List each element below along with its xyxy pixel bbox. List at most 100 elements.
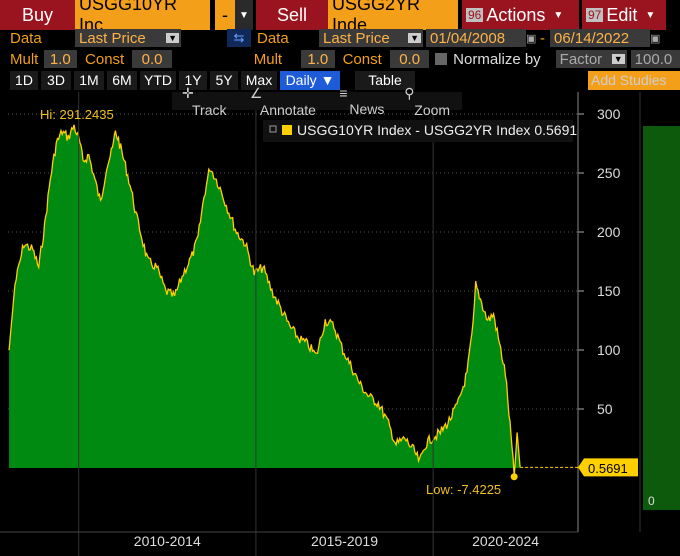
legend-collapse-icon[interactable]	[269, 125, 277, 133]
data1-select[interactable]: Last Price ▼	[75, 29, 181, 47]
hi-annotation: Hi: 291.2435	[40, 107, 114, 122]
series-area	[9, 124, 521, 477]
chart-area[interactable]: 300 250 200 150 100 50 2010-2014 2015-2019 2020…	[0, 92, 680, 556]
factor-num: 100.0	[634, 50, 673, 68]
edit-label: Edit	[606, 4, 638, 25]
tab-3d[interactable]: 3D	[41, 70, 71, 90]
end-date-input[interactable]: 06/14/2022	[550, 29, 650, 47]
tab-5y-label: 5Y	[215, 72, 233, 88]
mult2-input[interactable]: 1.0	[301, 50, 335, 68]
tab-max[interactable]: Max	[241, 70, 277, 90]
tab-ytd[interactable]: YTD	[140, 70, 176, 90]
start-date: 01/04/2008	[430, 29, 506, 47]
y-axis: 300 250 200 150 100 50	[577, 92, 621, 532]
zoom-tool[interactable]: ⚲ Zoom	[404, 84, 451, 118]
mult1-value: 1.0	[49, 50, 71, 68]
daily-dropdown[interactable]: Daily ▼	[280, 70, 340, 90]
data2-select[interactable]: Last Price ▼	[319, 29, 423, 47]
add-studies-button[interactable]: Add Studies	[588, 70, 680, 90]
annotate-label: Annotate	[259, 101, 316, 118]
y-tick-label: 150	[597, 283, 621, 299]
minus-operator[interactable]: -	[215, 0, 235, 30]
actions-num: 96	[466, 8, 484, 22]
sell-label: Sell	[276, 4, 307, 25]
start-date-input[interactable]: 01/04/2008	[426, 29, 526, 47]
mult1-label: Mult	[10, 50, 39, 68]
last-price-badge	[578, 458, 638, 477]
legend-label: USGG10YR Index - USGG2YR Index 0.5691	[297, 122, 577, 138]
buy-label: Buy	[21, 4, 54, 25]
data-row: Data Last Price ▼ ⇆ Data Last Price ▼ 01…	[0, 28, 680, 48]
const1-value: 0.0	[141, 50, 163, 68]
chevron-down-icon: ▼	[166, 33, 179, 43]
ticker1-input[interactable]: USGG10YR Inc	[75, 0, 210, 35]
x-tick-label: 2020-2024	[472, 533, 539, 549]
low-marker	[510, 473, 518, 481]
actions-menu[interactable]: 96 Actions ▼	[462, 0, 579, 30]
y-tick-label: 100	[597, 342, 621, 358]
const2-input[interactable]: 0.0	[389, 50, 430, 68]
data1-value: Last Price	[79, 29, 146, 47]
table-button[interactable]: Table	[355, 70, 415, 90]
tab-1m-label: 1M	[79, 72, 99, 88]
daily-label: Daily ▼	[285, 72, 335, 88]
x-axis: 2010-2014 2015-2019 2020-2024	[0, 92, 578, 556]
mult1-input[interactable]: 1.0	[43, 50, 78, 68]
ticker2-input[interactable]: USGG2YR Inde	[328, 0, 458, 35]
tab-1d[interactable]: 1D	[10, 70, 38, 90]
tab-ytd-label: YTD	[144, 72, 172, 88]
data1-label: Data	[10, 29, 42, 47]
low-annotation: Low: -7.4225	[426, 482, 501, 497]
mult-row: Mult 1.0 Const 0.0 Mult 1.0 Const 0.0 No…	[0, 49, 680, 69]
actions-label: Actions	[486, 4, 546, 25]
normalize-checkbox[interactable]	[435, 53, 448, 65]
factor-select[interactable]: Factor ▼	[555, 50, 627, 68]
tab-1y-label: 1Y	[184, 72, 202, 88]
tab-1m[interactable]: 1M	[74, 70, 104, 90]
sell-button[interactable]: Sell	[256, 0, 328, 30]
end-date: 06/14/2022	[554, 29, 630, 47]
chevron-down-icon: ▼	[645, 9, 656, 21]
swap-icon[interactable]: ⇆	[227, 29, 251, 47]
mini-zero-label: 0	[648, 494, 655, 508]
edit-menu[interactable]: 97 Edit ▼	[582, 0, 666, 30]
mini-panel	[643, 112, 680, 510]
tab-max-label: Max	[245, 72, 273, 88]
tab-6m[interactable]: 6M	[107, 70, 137, 90]
news-label: News	[349, 101, 385, 117]
tab-1d-label: 1D	[15, 72, 33, 88]
calendar-icon[interactable]: ▣	[526, 32, 537, 45]
chevron-down-icon: ▼	[611, 54, 625, 64]
buy-button[interactable]: Buy	[0, 0, 75, 30]
tab-1y[interactable]: 1Y	[179, 70, 207, 90]
series-line	[8, 124, 521, 477]
mini-panel-top	[643, 112, 680, 126]
const1-input[interactable]: 0.0	[132, 50, 172, 68]
tab-5y[interactable]: 5Y	[210, 70, 238, 90]
factor-num-input[interactable]: 100.0	[630, 50, 680, 68]
news-tool[interactable]: ≡ News	[339, 85, 385, 117]
annotate-tool[interactable]: ∠ Annotate	[249, 84, 316, 118]
chart-toolbar: ✛ Track ∠ Annotate ≡ News ⚲ Zoom	[172, 85, 462, 118]
mult2-value: 1.0	[307, 50, 329, 68]
normalize-label: Normalize by	[453, 50, 541, 68]
data2-label: Data	[257, 29, 289, 47]
chevron-down-icon: ▼	[239, 9, 249, 21]
y-tick-label: 200	[597, 224, 621, 240]
operator-dropdown[interactable]: ▼	[235, 0, 253, 30]
track-label: Track	[192, 101, 227, 118]
minus-label: -	[222, 4, 228, 25]
calendar-icon[interactable]: ▣	[650, 32, 661, 45]
date-separator: -	[540, 29, 545, 47]
edit-num: 97	[586, 8, 604, 22]
last-price-label: 0.5691	[588, 461, 628, 476]
legend-box	[263, 120, 573, 142]
range-tabs-row: 1D 3D 1M 6M YTD 1Y 5Y Max Daily ▼ Table …	[0, 70, 680, 90]
const1-label: Const	[85, 50, 125, 68]
tab-6m-label: 6M	[112, 72, 132, 88]
y-tick-label: 300	[597, 106, 621, 122]
track-tool[interactable]: ✛ Track	[182, 84, 227, 118]
x-tick-label: 2015-2019	[311, 533, 378, 549]
zoom-label: Zoom	[414, 101, 451, 118]
y-tick-label: 250	[597, 165, 621, 181]
